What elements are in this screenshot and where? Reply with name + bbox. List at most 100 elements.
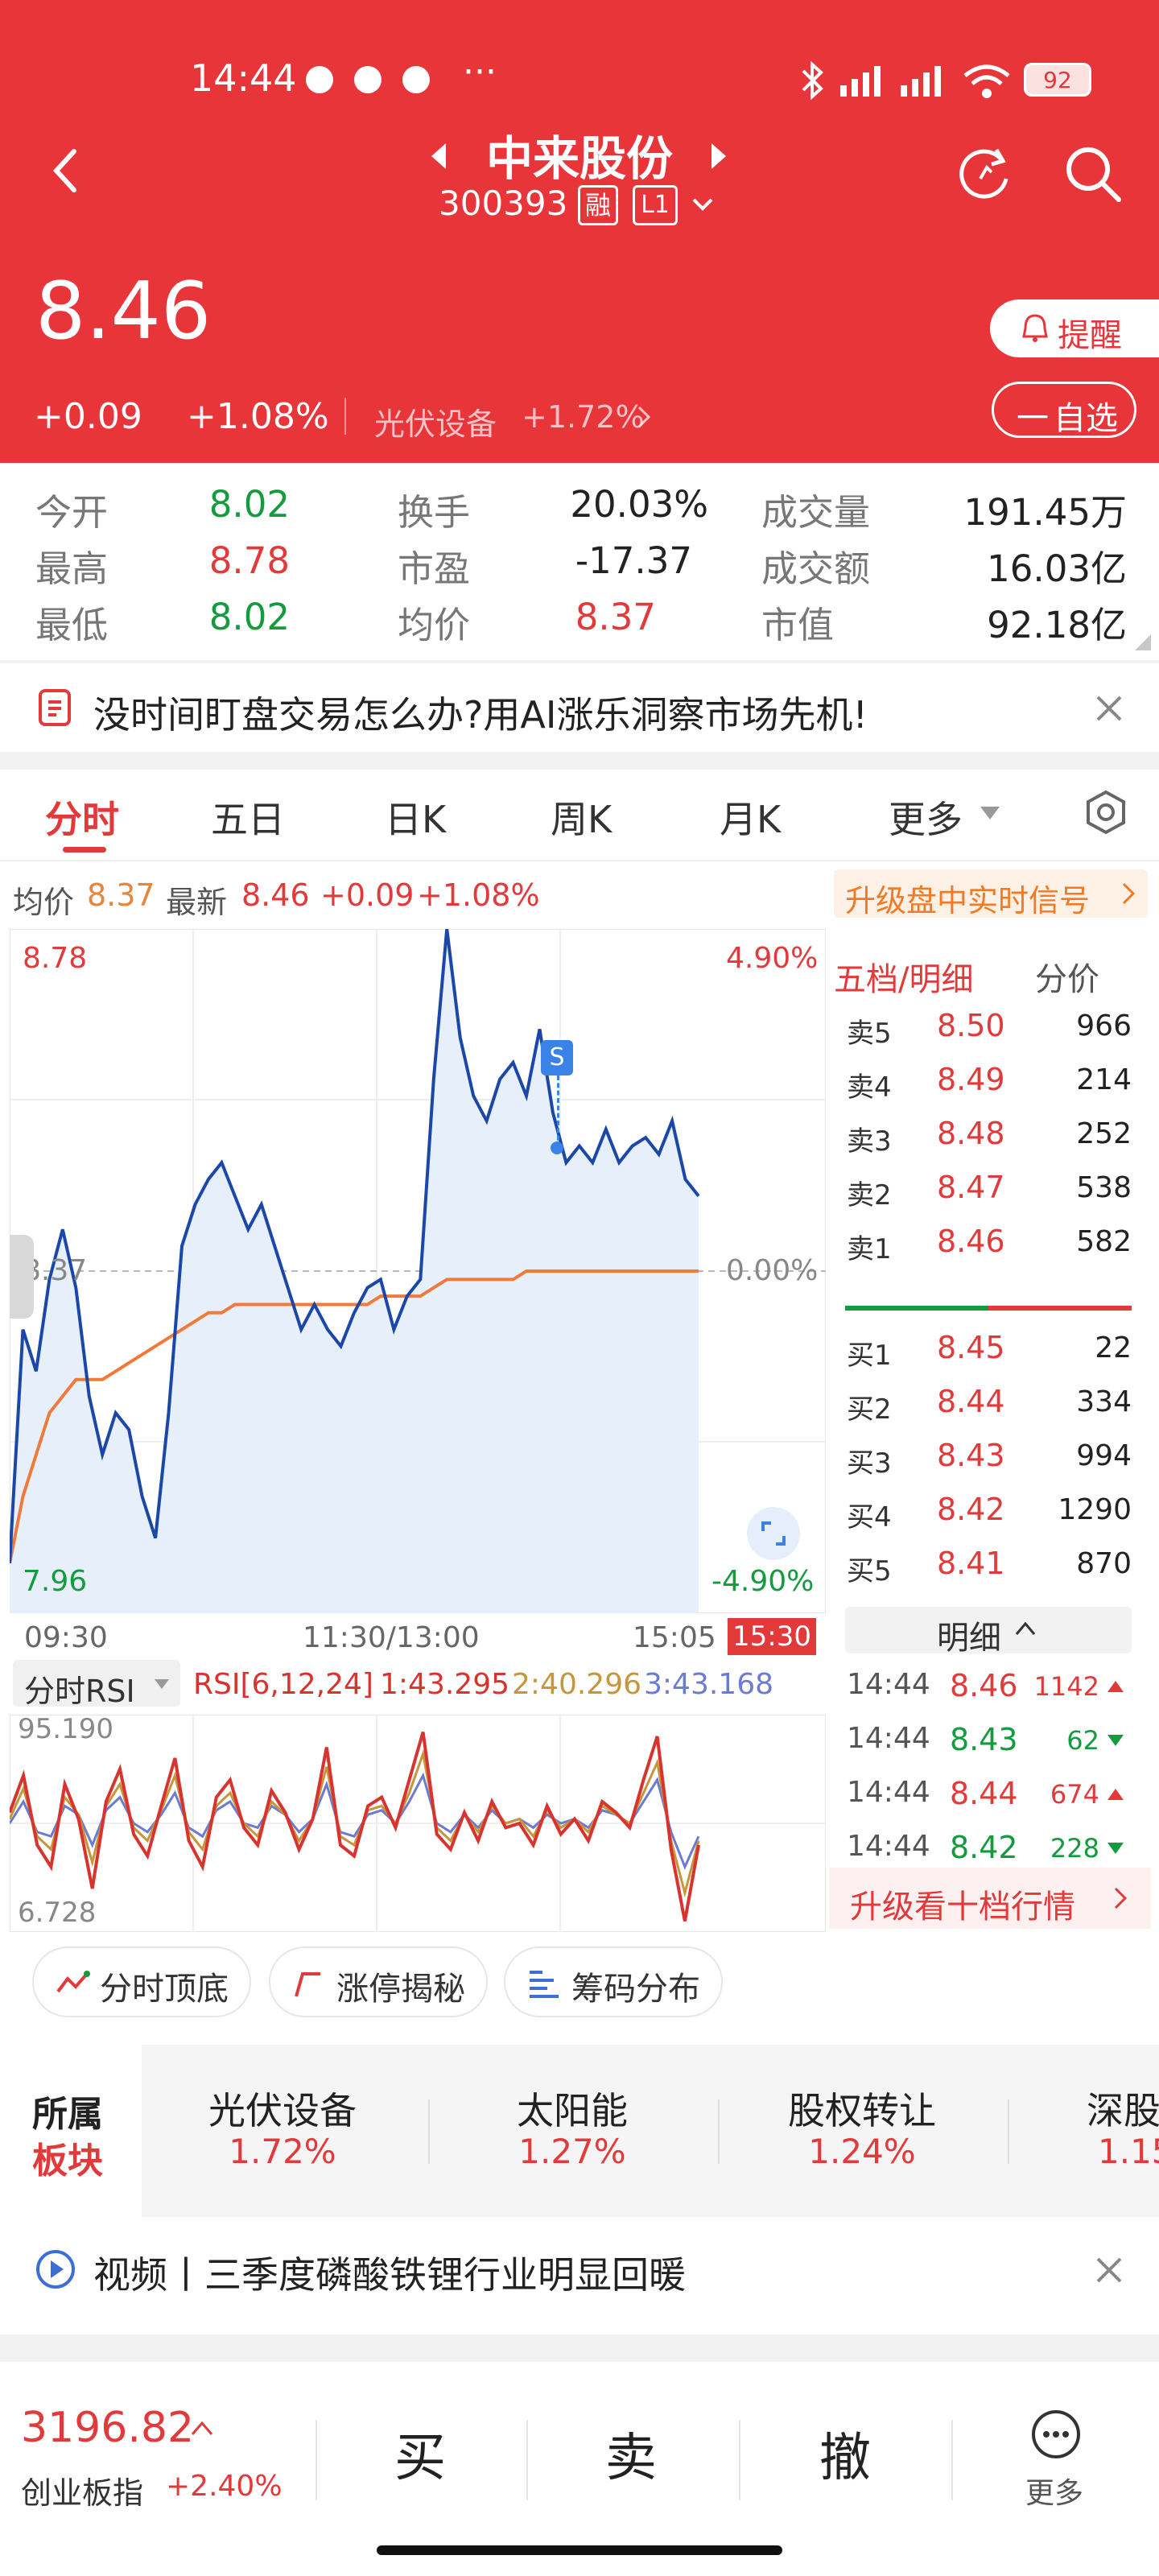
- divider: [344, 398, 346, 435]
- sector-item[interactable]: 股权转让 1.24%: [721, 2082, 1003, 2178]
- upgrade-signal-button[interactable]: 升级盘中实时信号: [834, 869, 1148, 919]
- tab-more[interactable]: 更多: [889, 798, 963, 841]
- y-top-label: 8.78: [23, 942, 88, 975]
- sector-item[interactable]: 太阳能 1.27%: [431, 2082, 713, 2178]
- orderbook-level-label: 卖5: [847, 1018, 892, 1050]
- orderbook-level-volume: 214: [1076, 1063, 1132, 1096]
- tab-intraday[interactable]: 分时: [45, 798, 119, 841]
- latest-change-pct: +1.08%: [417, 877, 540, 913]
- industry-sector-pct[interactable]: +1.72%: [522, 399, 645, 435]
- search-icon[interactable]: [1062, 143, 1124, 204]
- signal-marker-line: [557, 1075, 559, 1148]
- download-icon: [354, 66, 382, 93]
- mcap-label: 市值: [761, 604, 835, 646]
- add-watchlist-button[interactable]: 一 自选: [992, 382, 1136, 438]
- tab-five-day[interactable]: 五日: [211, 798, 285, 841]
- sector-item-pct: 1.27%: [518, 2132, 626, 2171]
- orderbook-level-label: 买3: [847, 1447, 892, 1480]
- high-value: 8.78: [208, 539, 290, 582]
- next-stock-icon[interactable]: [708, 142, 728, 171]
- settings-icon[interactable]: [1083, 789, 1128, 837]
- sector-item[interactable]: 深股 1.15: [1011, 2082, 1159, 2178]
- fullscreen-button[interactable]: [747, 1507, 800, 1560]
- tab-daily-k[interactable]: 日K: [385, 798, 447, 841]
- tick-time: 14:44: [847, 1668, 930, 1701]
- sector-item-name: 股权转让: [788, 2089, 936, 2132]
- close-icon[interactable]: [1093, 692, 1125, 724]
- avg-value: 8.37: [575, 596, 656, 638]
- chevron-down-icon: [980, 807, 1000, 819]
- orderbook-level-label: 卖4: [847, 1071, 892, 1104]
- battery-icon: 92: [1024, 63, 1091, 97]
- refresh-icon[interactable]: [956, 143, 1014, 201]
- volume-label: 成交量: [761, 491, 871, 534]
- price-change: +0.09: [34, 396, 142, 437]
- detail-toggle[interactable]: 明细: [845, 1607, 1132, 1657]
- low-label: 最低: [35, 604, 109, 646]
- more-button[interactable]: 更多: [1016, 2409, 1096, 2529]
- intraday-chart[interactable]: 8.78 8.37 7.96 4.90% 0.00% -4.90% S: [10, 929, 826, 1613]
- upgrade-signal-label: 升级盘中实时信号: [845, 883, 1091, 919]
- tab-weekly-k[interactable]: 周K: [551, 798, 612, 841]
- remind-button[interactable]: 提醒: [990, 299, 1159, 357]
- sector-item-pct: 1.15: [1098, 2132, 1159, 2171]
- chevron-up-icon[interactable]: [190, 2418, 214, 2438]
- expand-corner-icon[interactable]: [1133, 633, 1153, 652]
- news-item[interactable]: 视频丨三季度磷酸铁锂行业明显回暖: [0, 2225, 1159, 2314]
- orderbook-level-price: 8.46: [937, 1224, 1005, 1259]
- chip-limit-up[interactable]: 涨停揭秘: [269, 1946, 488, 2017]
- chip-intraday-top-bottom[interactable]: 分时顶底: [32, 1946, 251, 2017]
- sector-carousel[interactable]: [142, 2045, 1159, 2217]
- orderbook-level-label: 买2: [847, 1393, 892, 1426]
- latest-change: +0.09: [320, 877, 415, 913]
- chevron-up-icon: [1015, 1621, 1036, 1635]
- promo-banner[interactable]: 没时间盯盘交易怎么办?用AI涨乐洞察市场先机!: [0, 663, 1159, 752]
- buy-button[interactable]: 买: [394, 2429, 446, 2488]
- chip-chip-distribution[interactable]: 筹码分布: [504, 1946, 723, 2017]
- back-icon[interactable]: [50, 147, 82, 195]
- more-label: 更多: [1025, 2477, 1084, 2510]
- tab-level2[interactable]: 五档/明细: [834, 961, 974, 998]
- close-icon[interactable]: [1093, 2254, 1125, 2286]
- orderbook-level-label: 卖1: [847, 1233, 892, 1265]
- y-bottom-label: 7.96: [23, 1565, 88, 1598]
- orderbook-level-label: 买5: [847, 1555, 892, 1587]
- tab-price-distribution[interactable]: 分价: [1035, 961, 1099, 998]
- chevron-down-icon[interactable]: [691, 195, 715, 214]
- index-value[interactable]: 3196.82: [21, 2404, 195, 2452]
- margin-badge: 融: [578, 185, 618, 225]
- pct-top-label: 4.90%: [726, 942, 819, 975]
- watch-label: 自选: [1054, 400, 1118, 437]
- rsi-value-2: 2:40.296: [512, 1668, 641, 1701]
- industry-sector[interactable]: 光伏设备: [374, 407, 497, 442]
- rsi-title: RSI[6,12,24]: [193, 1668, 373, 1701]
- latest-price-label: 最新: [166, 885, 228, 920]
- signal-icon-1: [840, 66, 881, 97]
- sector-item-name: 光伏设备: [208, 2089, 357, 2132]
- tick-volume: 674: [1050, 1779, 1099, 1810]
- last-price: 8.46: [35, 266, 212, 357]
- index-name: 创业板指: [21, 2475, 144, 2511]
- limit-up-icon: [295, 1972, 320, 1997]
- play-video-icon: [36, 2250, 75, 2289]
- sector-title-line2: 板块: [32, 2140, 103, 2182]
- orderbook-level-price: 8.44: [937, 1384, 1005, 1419]
- tick-price: 8.44: [950, 1776, 1018, 1811]
- side-drawer-handle[interactable]: [10, 1235, 34, 1319]
- time-label-after-hours: 15:30: [728, 1618, 816, 1655]
- indicator-select[interactable]: 分时RSI: [13, 1660, 180, 1709]
- divider: [1008, 2099, 1009, 2164]
- sector-item-name: 深股: [1087, 2089, 1159, 2132]
- cancel-order-button[interactable]: 撤: [819, 2429, 871, 2488]
- prev-stock-icon[interactable]: [430, 142, 449, 171]
- signal-marker[interactable]: S: [541, 1040, 573, 1075]
- divider: [718, 2099, 720, 2164]
- orderbook-level-price: 8.49: [937, 1062, 1005, 1097]
- upgrade-level10-button[interactable]: 升级看十档行情: [829, 1868, 1151, 1929]
- tab-monthly-k[interactable]: 月K: [720, 798, 782, 841]
- orderbook-level-price: 8.48: [937, 1116, 1005, 1151]
- time-label-noon: 11:30/13:00: [303, 1621, 480, 1654]
- divider: [526, 2420, 528, 2500]
- sell-button[interactable]: 卖: [605, 2429, 657, 2488]
- sector-item[interactable]: 光伏设备 1.72%: [142, 2082, 423, 2178]
